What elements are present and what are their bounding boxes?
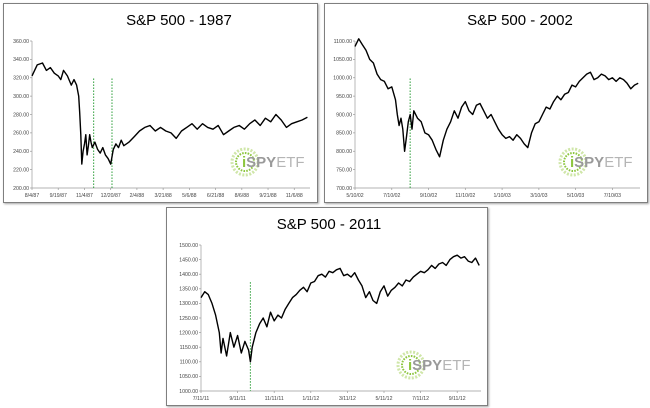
chart-title: S&P 500 - 2011 — [277, 216, 382, 233]
y-tick-label: 260.00 — [13, 131, 29, 137]
y-tick-label: 340.00 — [13, 57, 29, 63]
x-tick-label: 9/21/88 — [259, 193, 276, 199]
logo-spy-text: SPY — [574, 154, 604, 171]
logo-inner-ring-icon — [563, 152, 583, 172]
chart-panel-2002: S&P 500 - 2002 700.00 750.00 800.00 850.00 90… — [324, 3, 648, 203]
y-tick-label: 1150.00 — [180, 345, 198, 351]
ispyetf-logo: iSPYETF — [230, 147, 305, 177]
y-tick-label: 1300.00 — [179, 301, 198, 307]
chart-2011: S&P 500 - 2011 1000.00 1050.00 1100.00 1150.… — [179, 216, 481, 402]
y-tick-label: 1500.00 — [179, 243, 198, 249]
y-tick-label: 1100.00 — [334, 39, 352, 45]
logo-inner-ring-icon — [401, 355, 421, 375]
y-tick-label: 1000.00 — [179, 389, 198, 395]
price-series-line — [31, 62, 308, 165]
chart-1987: S&P 500 - 1987 200.00 220.00 240.00 260.00 28… — [13, 12, 310, 199]
x-tick-label: 9/11/12 — [449, 396, 466, 402]
x-tick-label: 11/6/88 — [286, 193, 303, 199]
ispyetf-logo: iSPYETF — [558, 147, 633, 177]
logo-spy-text: SPY — [246, 154, 276, 171]
logo-i-text: i — [242, 154, 246, 171]
x-tick-label: 12/20/87 — [101, 193, 121, 199]
y-tick-label: 1000.00 — [333, 76, 352, 82]
logo-spy-text: SPY — [412, 357, 442, 374]
x-tick-label: 9/19/87 — [50, 193, 67, 199]
logo-ring-icon — [230, 147, 260, 177]
y-tick-label: 1450.00 — [179, 257, 198, 263]
x-tick-label: 5/6/88 — [182, 193, 197, 199]
y-tick-label: 1050.00 — [333, 57, 352, 63]
y-tick-label: 750.00 — [336, 167, 352, 173]
y-tick-label: 280.00 — [13, 112, 29, 118]
chart-2002: S&P 500 - 2002 700.00 750.00 800.00 850.00 90… — [333, 12, 640, 199]
x-tick-label: 8/6/88 — [235, 193, 250, 199]
logo-ring-icon — [396, 350, 426, 380]
chart-title: S&P 500 - 1987 — [126, 12, 232, 29]
logo-ring-icon — [558, 147, 588, 177]
x-tick-label: 6/21/88 — [207, 193, 224, 199]
y-tick-label: 1350.00 — [179, 287, 198, 293]
y-tick-label: 800.00 — [336, 149, 352, 155]
x-tick-label: 11/10/02 — [455, 193, 475, 199]
chart-title: S&P 500 - 2002 — [467, 12, 573, 29]
y-tick-label: 300.00 — [13, 94, 29, 100]
y-tick-label: 240.00 — [13, 149, 29, 155]
x-tick-label: 11/11/11 — [265, 396, 284, 402]
y-tick-label: 700.00 — [336, 186, 352, 192]
logo-etf-text: ETF — [276, 154, 304, 171]
logo-etf-text: ETF — [442, 357, 470, 374]
x-tick-label: 1/10/03 — [493, 193, 510, 199]
x-tick-label: 8/4/87 — [25, 193, 40, 199]
x-tick-label: 9/11/11 — [229, 396, 246, 402]
logo-i-text: i — [570, 154, 574, 171]
y-tick-label: 1050.00 — [179, 374, 198, 380]
x-tick-label: 5/11/12 — [376, 396, 393, 402]
logo-text: iSPYETF — [408, 357, 471, 374]
x-tick-label: 7/11/12 — [412, 396, 429, 402]
x-tick-label: 9/10/02 — [420, 193, 437, 199]
logo-text: iSPYETF — [242, 154, 305, 171]
chart-panel-2011: S&P 500 - 2011 1000.00 1050.00 1100.00 1150.… — [166, 207, 488, 406]
y-tick-label: 200.00 — [13, 186, 29, 192]
x-tick-label: 11/4/87 — [76, 193, 93, 199]
x-tick-label: 1/11/12 — [302, 396, 319, 402]
y-tick-label: 1250.00 — [179, 316, 198, 322]
x-tick-label: 5/10/02 — [346, 193, 363, 199]
y-tick-label: 320.00 — [13, 76, 29, 82]
x-tick-label: 2/4/88 — [130, 193, 145, 199]
x-tick-label: 7/10/02 — [383, 193, 400, 199]
logo-etf-text: ETF — [604, 154, 632, 171]
y-tick-label: 360.00 — [13, 39, 29, 45]
price-series-line — [200, 254, 480, 363]
x-tick-label: 7/11/11 — [193, 396, 210, 402]
logo-inner-ring-icon — [235, 152, 255, 172]
x-tick-label: 3/21/88 — [154, 193, 171, 199]
price-series-line — [354, 38, 639, 158]
x-tick-label: 3/11/12 — [339, 396, 356, 402]
y-tick-label: 220.00 — [13, 167, 29, 173]
logo-i-text: i — [408, 357, 412, 374]
y-tick-label: 850.00 — [336, 131, 352, 137]
chart-panel-1987: S&P 500 - 1987 200.00 220.00 240.00 260.00 28… — [3, 3, 318, 203]
x-tick-label: 5/10/03 — [567, 193, 584, 199]
y-tick-label: 1400.00 — [179, 272, 198, 278]
logo-text: iSPYETF — [570, 154, 633, 171]
y-tick-label: 1100.00 — [180, 360, 198, 366]
ispyetf-logo: iSPYETF — [396, 350, 471, 380]
y-tick-label: 950.00 — [336, 94, 352, 100]
x-tick-label: 3/10/03 — [530, 193, 547, 199]
x-tick-label: 7/10/03 — [604, 193, 621, 199]
y-tick-label: 900.00 — [336, 112, 352, 118]
y-tick-label: 1200.00 — [179, 330, 198, 336]
